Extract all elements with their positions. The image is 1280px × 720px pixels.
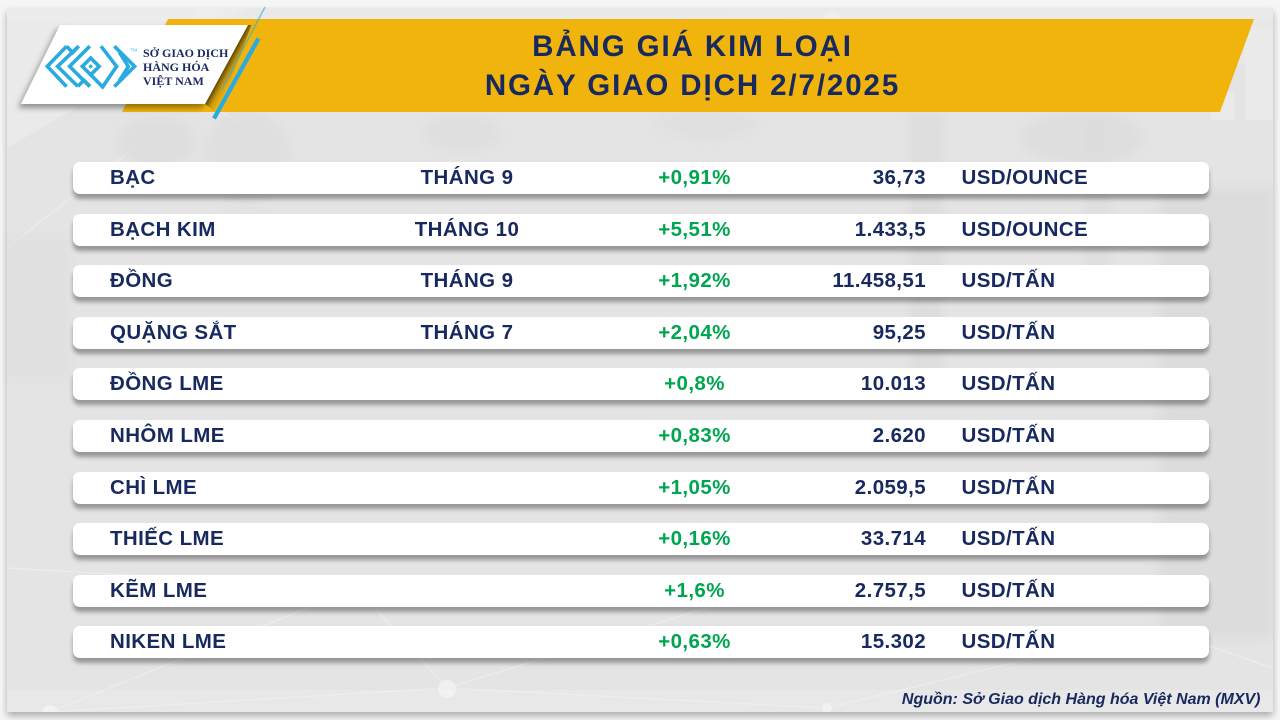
svg-text:VIỆT NAM: VIỆT NAM [143, 74, 204, 88]
svg-text:SỞ GIAO DỊCH: SỞ GIAO DỊCH [143, 46, 229, 60]
svg-text:HÀNG HÓA: HÀNG HÓA [143, 60, 210, 74]
svg-text:TM: TM [131, 48, 138, 53]
